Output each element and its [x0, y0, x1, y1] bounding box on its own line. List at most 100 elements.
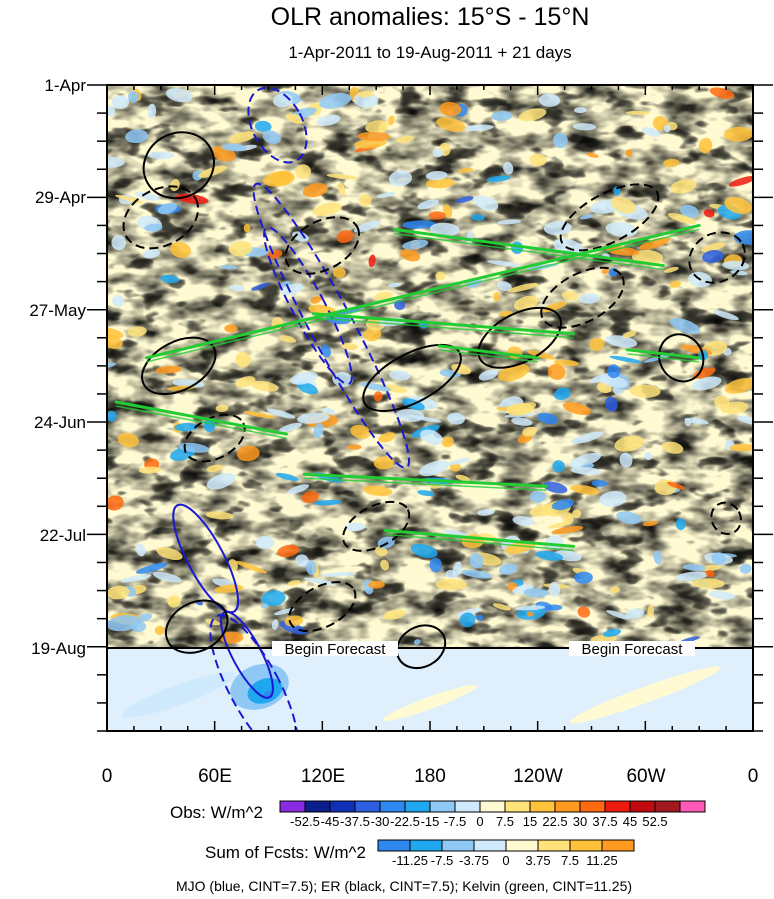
anomaly-patch	[529, 490, 546, 503]
anomaly-patch	[229, 285, 245, 292]
anomaly-patch	[165, 88, 193, 103]
anomaly-patch	[107, 410, 117, 422]
anomaly-patch	[396, 135, 415, 144]
er-contour	[284, 216, 360, 275]
anomaly-patch	[400, 248, 421, 262]
anomaly-patch	[125, 129, 148, 144]
anomaly-patch	[473, 195, 499, 211]
anomaly-patch	[458, 167, 474, 173]
anomaly-patch	[625, 110, 650, 115]
anomaly-patch	[368, 580, 385, 589]
colorbar-box	[629, 800, 656, 813]
anomaly-patch	[228, 131, 256, 144]
fcst-colorbar-levels: -11.25 -7.5 -3.75 0 3.75 7.5 11.25	[392, 853, 618, 868]
anomaly-patch	[428, 211, 446, 220]
mjo-contour	[263, 226, 353, 386]
anomaly-patch	[172, 379, 205, 388]
anomaly-patch	[702, 249, 724, 264]
anomaly-patch	[136, 562, 168, 574]
anomaly-patch	[154, 625, 165, 636]
anomaly-patch	[663, 124, 671, 133]
anomaly-patch	[669, 317, 701, 335]
anomaly-patch	[641, 127, 661, 138]
anomaly-patch	[503, 161, 514, 175]
colorbar-box	[354, 800, 381, 813]
anomaly-patch	[279, 621, 308, 635]
anomaly-patch	[266, 408, 296, 419]
anomaly-patch	[262, 130, 281, 145]
anomaly-patch	[107, 585, 130, 600]
colorbar-box	[601, 839, 635, 852]
kelvin-contour	[302, 472, 549, 488]
anomaly-patch	[569, 452, 602, 468]
anomaly-patch	[614, 435, 644, 452]
anomaly-patch	[512, 515, 535, 526]
anomaly-patch	[492, 603, 511, 611]
kelvin-contour	[385, 533, 574, 552]
anomaly-patch	[577, 606, 591, 618]
anomaly-patch	[174, 422, 198, 432]
kelvin-contour	[627, 353, 700, 363]
obs-colorbar-boxes	[279, 800, 706, 813]
anomaly-patch	[425, 177, 455, 189]
colorbar-box	[505, 839, 539, 852]
y-tick-label: 1-Apr	[44, 76, 86, 95]
anomaly-patch	[548, 581, 561, 598]
anomaly-patch	[251, 380, 279, 392]
anomaly-patch	[152, 571, 182, 583]
anomaly-patch	[476, 614, 484, 621]
anomaly-patch	[313, 423, 324, 439]
kelvin-contour	[146, 228, 700, 363]
colorbar-level: -45	[321, 814, 340, 829]
colorbar-box	[429, 800, 456, 813]
anomaly-patch	[610, 196, 637, 214]
colorbar-level: -7.5	[444, 814, 466, 829]
anomaly-patch	[107, 327, 124, 339]
colorbar-box	[329, 800, 356, 813]
anomaly-patch	[346, 444, 362, 450]
anomaly-patch	[675, 571, 709, 581]
anomaly-patch	[157, 202, 177, 215]
anomaly-patch	[419, 460, 449, 477]
colorbar-level: -52.5	[290, 814, 320, 829]
anomaly-patch	[138, 466, 162, 474]
colorbar-box	[279, 800, 306, 813]
anomaly-patch	[354, 138, 387, 149]
anomaly-patch	[606, 364, 621, 379]
y-tick-label: 24-Jun	[34, 413, 86, 432]
anomaly-patch	[644, 451, 653, 461]
anomaly-patch	[496, 281, 512, 292]
anomaly-patch	[358, 193, 372, 207]
anomaly-patch	[135, 543, 146, 557]
anomaly-patch	[553, 387, 571, 400]
anomaly-patch	[739, 563, 752, 574]
anomaly-patch	[600, 375, 628, 388]
anomaly-patch	[720, 401, 749, 414]
anomaly-patch	[402, 220, 436, 229]
anomaly-patch	[625, 608, 645, 619]
anomaly-patch	[723, 126, 753, 142]
anomaly-patch	[552, 132, 568, 149]
anomaly-patch	[147, 151, 174, 160]
anomaly-patch	[136, 613, 153, 623]
kelvin-contour	[304, 477, 547, 491]
anomaly-patch	[260, 603, 269, 609]
x-tick-label: 180	[414, 766, 446, 787]
kelvin-contour	[115, 405, 287, 439]
anomaly-patch	[455, 196, 474, 203]
anomaly-patch	[388, 170, 413, 187]
anomaly-patch	[547, 363, 566, 380]
anomaly-patch	[499, 563, 518, 575]
colorbar-level: 3.75	[525, 853, 550, 868]
anomaly-patch	[206, 472, 236, 490]
obs-colorbar-label: Obs: W/m^2	[170, 803, 263, 822]
anomaly-patch	[320, 344, 332, 358]
anomaly-patch	[287, 484, 310, 495]
er-contour	[477, 306, 562, 369]
anomaly-patch	[543, 481, 568, 494]
colorbar-box	[404, 800, 431, 813]
anomaly-patch	[147, 103, 157, 119]
y-tick-label: 19-Aug	[31, 639, 86, 658]
anomaly-patch	[462, 124, 494, 132]
kelvin-contour	[625, 348, 701, 360]
